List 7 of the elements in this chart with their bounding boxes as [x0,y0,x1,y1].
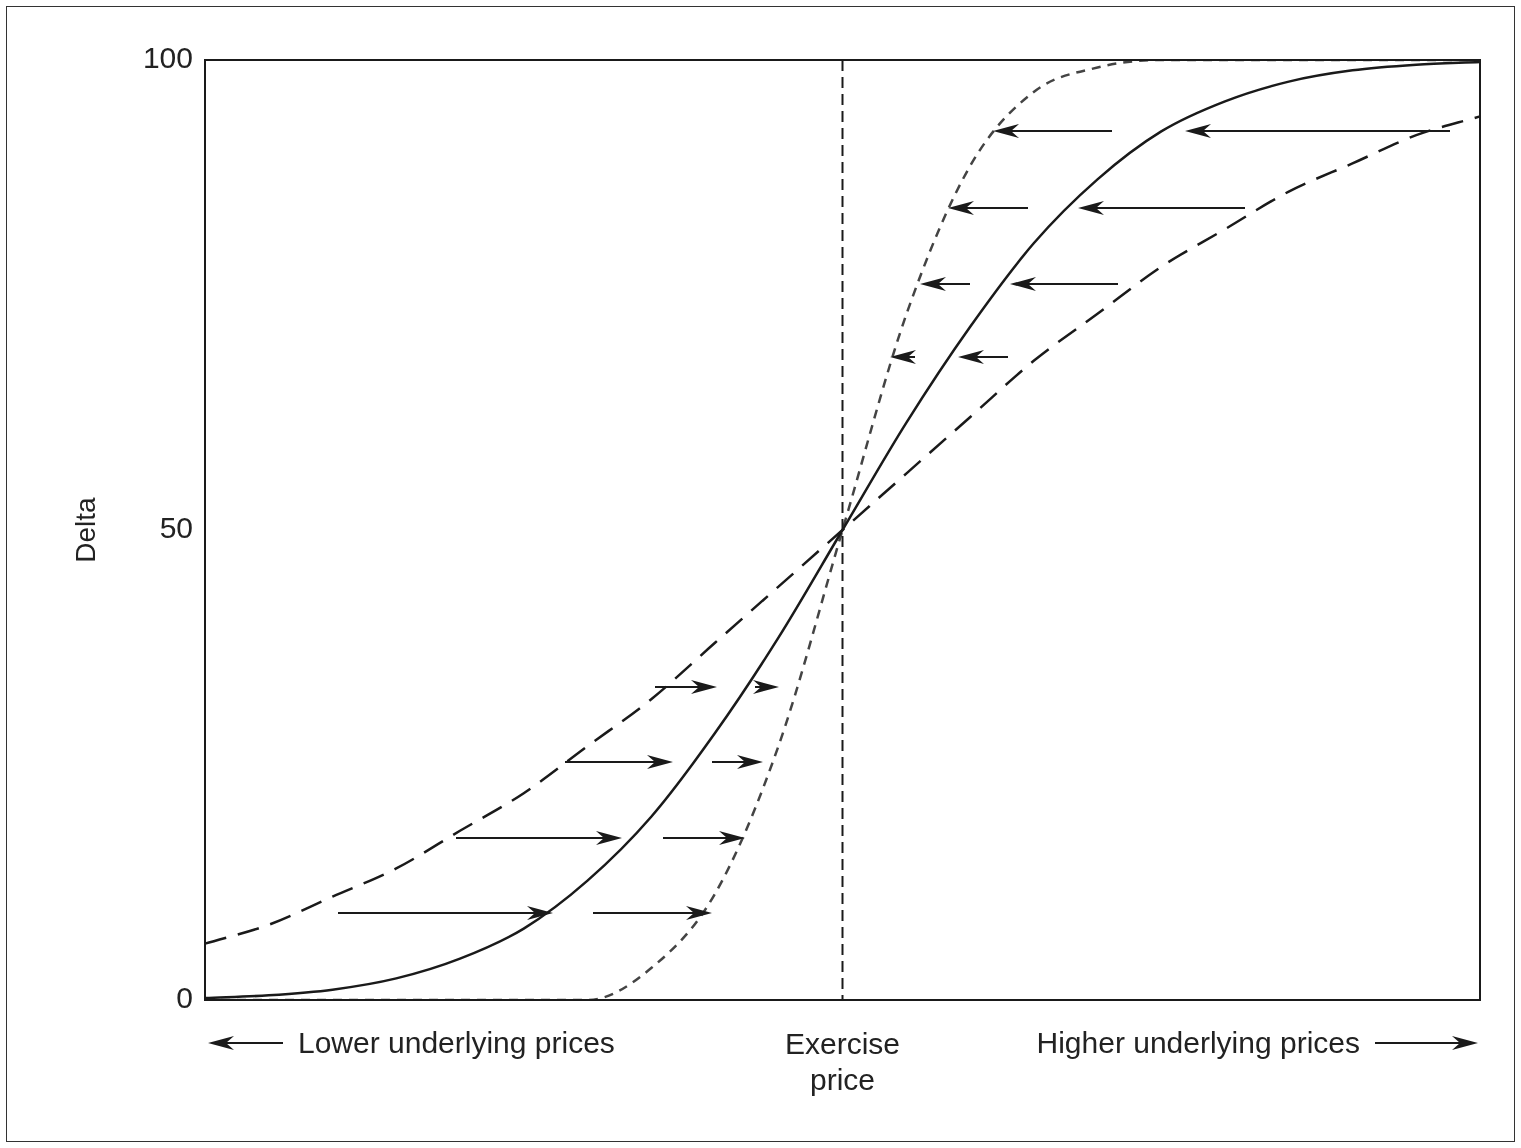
y-tick-label: 0 [176,981,193,1015]
text: Lower underlying prices [298,1026,615,1060]
y-axis-title: Delta [69,496,101,563]
text: Higher underlying prices [1036,1026,1360,1060]
x-tick-label: Exercise price [784,1027,901,1097]
y-tick-label: 100 [142,41,193,75]
y-tick-label: 50 [159,511,193,545]
